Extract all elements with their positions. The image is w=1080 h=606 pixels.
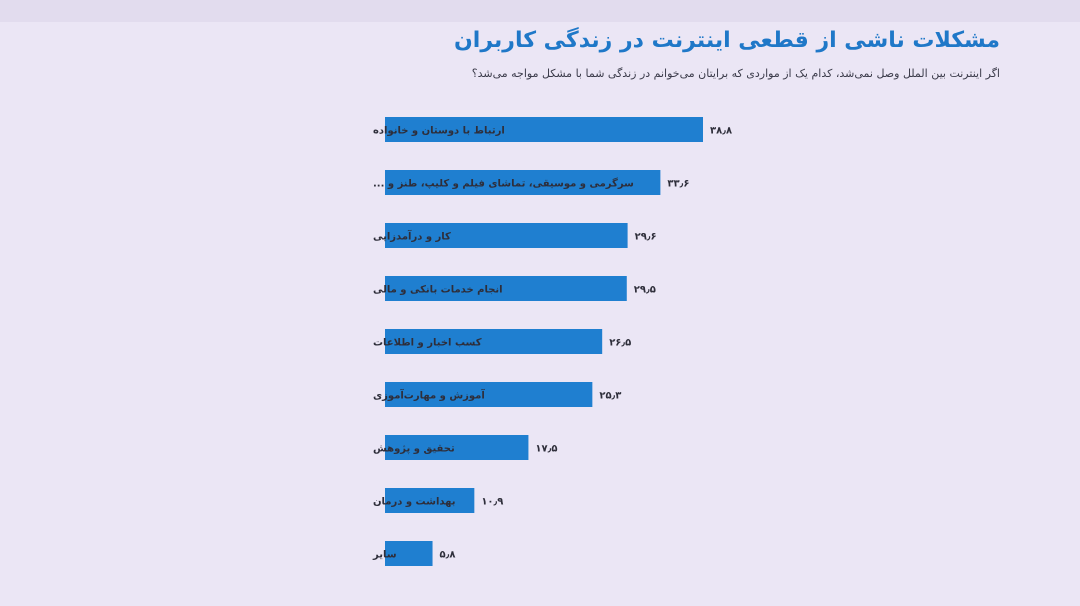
- value-label-2: ۳۳٫۶: [667, 179, 689, 190]
- bar-7: [385, 435, 529, 460]
- value-label-8: ۱۰٫۹: [481, 497, 503, 508]
- category-label-1: ارتباط با دوستان و خانواده: [373, 126, 505, 137]
- value-label-7: ۱۷٫۵: [535, 444, 557, 455]
- chart-subtitle: اگر اینترنت بین الملل وصل نمی‌شد، کدام ی…: [471, 67, 1000, 80]
- value-label-1: ۳۸٫۸: [710, 126, 732, 137]
- category-label-8: بهداشت و درمان: [373, 497, 456, 508]
- category-label-2: سرگرمی و موسیقی، تماشای فیلم و کلیپ، طنز…: [373, 177, 634, 190]
- bar-5: [385, 329, 603, 354]
- top-band: [0, 0, 1080, 22]
- category-label-4: انجام خدمات بانکی و مالی: [373, 285, 503, 296]
- chart-title: مشکلات ناشی از قطعی اینترنت در زندگی کار…: [454, 28, 1000, 53]
- bar-6: [385, 382, 593, 407]
- value-label-6: ۲۵٫۳: [599, 391, 621, 402]
- bar-1: [385, 117, 703, 142]
- category-label-6: آموزش و مهارت‌آموزی: [373, 389, 485, 402]
- bar-2: [385, 170, 661, 195]
- bar-9: [385, 541, 433, 566]
- bar-8: [385, 488, 475, 513]
- value-label-9: ۵٫۸: [440, 550, 456, 561]
- category-label-7: تحقیق و پژوهش: [373, 444, 455, 455]
- category-label-9: سایر: [372, 550, 397, 561]
- bar-3: [385, 223, 628, 248]
- category-label-5: کسب اخبار و اطلاعات: [373, 338, 482, 349]
- category-label-3: کار و درآمدزایی: [373, 230, 451, 243]
- value-label-5: ۲۶٫۵: [609, 338, 631, 349]
- value-label-3: ۲۹٫۶: [635, 232, 657, 243]
- bar-4: [385, 276, 627, 301]
- value-label-4: ۲۹٫۵: [634, 285, 656, 296]
